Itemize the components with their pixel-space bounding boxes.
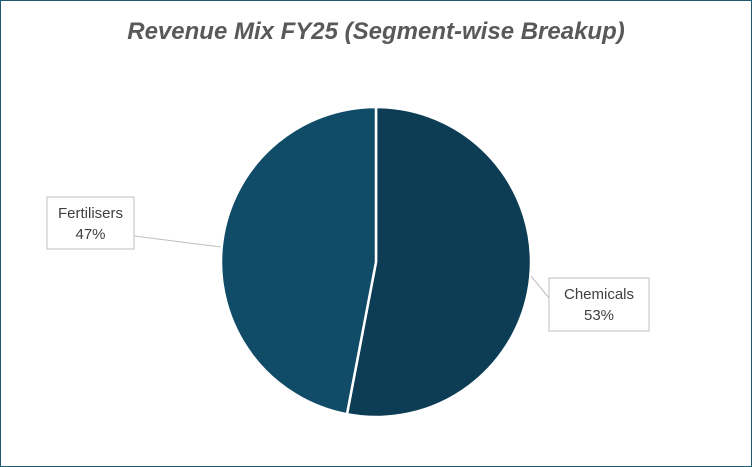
data-label-category: Fertilisers — [58, 205, 123, 222]
chart-title: Revenue Mix FY25 (Segment-wise Breakup) — [127, 18, 625, 45]
leader-line-fertilisers — [133, 235, 222, 248]
data-label-box-chemicals — [548, 277, 650, 332]
data-label-value: 47% — [75, 226, 105, 243]
leader-line-chemicals — [530, 275, 550, 299]
data-label-box-fertilisers — [46, 196, 135, 250]
data-label-value: 53% — [584, 307, 614, 324]
pie-slice-fertilisers — [219, 105, 378, 416]
data-label-category: Chemicals — [564, 286, 634, 303]
pie-slice-chemicals — [345, 105, 533, 419]
